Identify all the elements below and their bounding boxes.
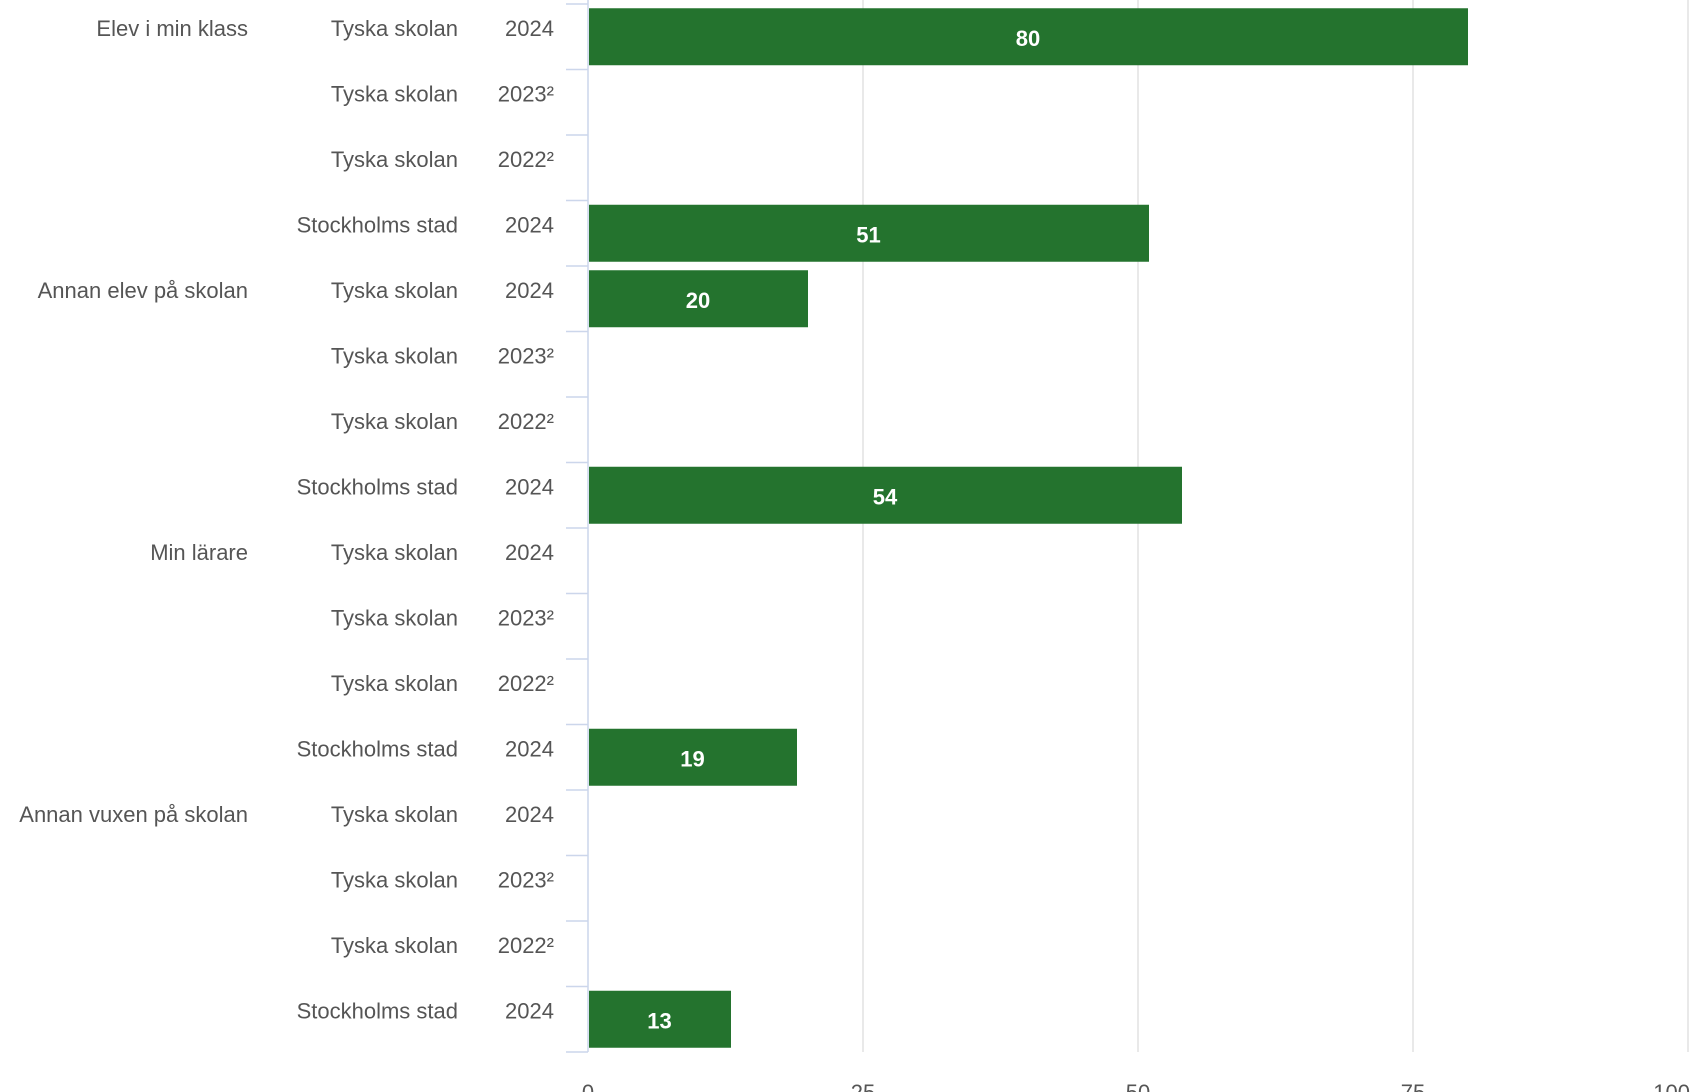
year-label: 2022² <box>498 933 554 958</box>
x-tick-label: 25 <box>851 1080 875 1092</box>
entity-label: Stockholms stad <box>297 474 458 499</box>
bar <box>589 204 1149 262</box>
entity-label: Tyska skolan <box>331 147 458 172</box>
year-label: 2023² <box>498 867 554 892</box>
entity-label: Tyska skolan <box>331 933 458 958</box>
year-label: 2023² <box>498 81 554 106</box>
entity-label: Tyska skolan <box>331 409 458 434</box>
bar <box>589 8 1468 66</box>
year-label: 2024 <box>505 212 554 237</box>
bar <box>589 990 731 1048</box>
data-label: 51 <box>856 222 880 247</box>
year-label: 2022² <box>498 147 554 172</box>
year-label: 2024 <box>505 16 554 41</box>
x-tick-label: 50 <box>1126 1080 1150 1092</box>
gridlines <box>862 0 1689 1052</box>
entity-label: Tyska skolan <box>331 802 458 827</box>
year-label: 2024 <box>505 540 554 565</box>
entity-label: Stockholms stad <box>297 736 458 761</box>
year-label: 2022² <box>498 671 554 696</box>
year-label: 2024 <box>505 474 554 499</box>
entity-label: Tyska skolan <box>331 605 458 630</box>
data-label: 13 <box>647 1008 671 1033</box>
entity-label: Tyska skolan <box>331 540 458 565</box>
entity-label: Tyska skolan <box>331 867 458 892</box>
data-label: 20 <box>686 288 710 313</box>
year-label: 2024 <box>505 998 554 1023</box>
entity-label: Tyska skolan <box>331 16 458 41</box>
entity-label: Tyska skolan <box>331 81 458 106</box>
entity-label: Tyska skolan <box>331 671 458 696</box>
row-labels: 2024 Tyska skolan Elev i min klass 2023² Tys… <box>19 16 554 1024</box>
year-label: 2022² <box>498 409 554 434</box>
x-tick-label: 0 <box>582 1080 594 1092</box>
group-label: Annan elev på skolan <box>38 278 248 303</box>
value-axis-ticks: 0 25 50 75 100 <box>582 1080 1690 1092</box>
bars: 80 51 20 54 19 13 <box>589 8 1468 1048</box>
bar <box>589 728 797 786</box>
entity-label: Tyska skolan <box>331 343 458 368</box>
year-label: 2023² <box>498 343 554 368</box>
x-tick-label: 75 <box>1401 1080 1425 1092</box>
group-label: Elev i min klass <box>96 16 248 41</box>
year-label: 2023² <box>498 605 554 630</box>
entity-label: Stockholms stad <box>297 998 458 1023</box>
data-label: 19 <box>680 746 704 771</box>
group-label: Min lärare <box>150 540 248 565</box>
bar <box>589 270 808 328</box>
data-label: 54 <box>873 484 898 509</box>
bar <box>589 466 1182 524</box>
data-label: 80 <box>1016 26 1040 51</box>
entity-label: Stockholms stad <box>297 212 458 237</box>
category-axis <box>566 0 589 1053</box>
group-label: Annan vuxen på skolan <box>19 802 248 827</box>
year-label: 2024 <box>505 736 554 761</box>
x-tick-label: 100 <box>1653 1080 1690 1092</box>
year-label: 2024 <box>505 802 554 827</box>
year-label: 2024 <box>505 278 554 303</box>
entity-label: Tyska skolan <box>331 278 458 303</box>
